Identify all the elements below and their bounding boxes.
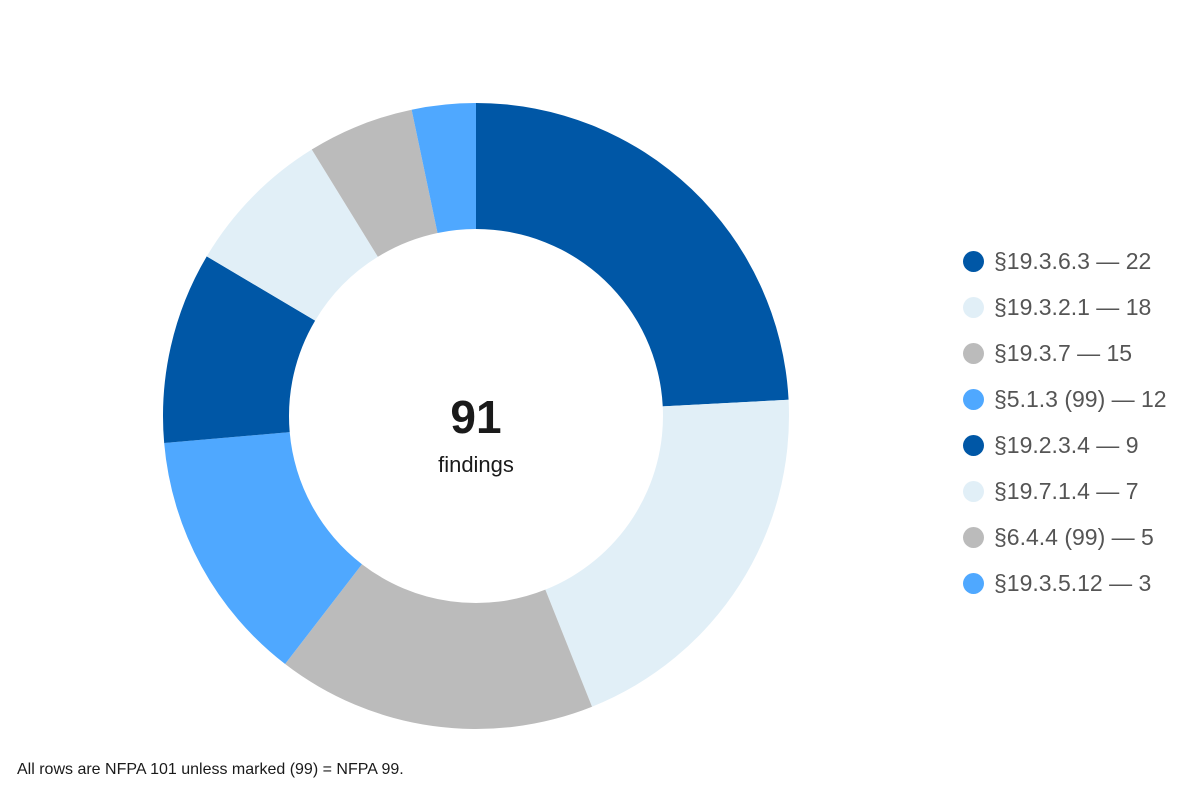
donut-slice-3	[285, 564, 593, 729]
legend-swatch	[963, 296, 984, 318]
donut-slice-7	[311, 109, 438, 257]
legend-swatch	[963, 342, 984, 364]
legend-item-6: §19.7.1.4 — 7	[963, 468, 1167, 514]
donut-slice-4	[164, 432, 362, 665]
legend-label: §5.1.3 (99) — 12	[994, 385, 1167, 412]
legend-label: §19.2.3.4 — 9	[994, 431, 1139, 458]
legend-item-4: §5.1.3 (99) — 12	[963, 376, 1167, 422]
donut-slice-8	[411, 103, 476, 233]
center-label: findings	[438, 452, 514, 477]
center-total: 91	[450, 391, 501, 443]
legend: §19.3.6.3 — 22 §19.3.2.1 — 18 §19.3.7 — 15…	[963, 238, 1167, 606]
donut-slices	[162, 103, 790, 729]
legend-swatch	[963, 526, 984, 548]
legend-item-7: §6.4.4 (99) — 5	[963, 514, 1167, 560]
legend-item-8: §19.3.5.12 — 3	[963, 560, 1167, 606]
legend-label: §19.3.6.3 — 22	[994, 247, 1152, 274]
donut-slice-2	[545, 399, 790, 707]
legend-swatch	[963, 572, 984, 594]
legend-swatch	[963, 434, 984, 456]
legend-item-1: §19.3.6.3 — 22	[963, 238, 1167, 284]
donut-slice-5	[162, 256, 316, 443]
legend-swatch	[963, 250, 984, 272]
legend-label: §19.7.1.4 — 7	[994, 477, 1139, 504]
legend-item-2: §19.3.2.1 — 18	[963, 284, 1167, 330]
legend-swatch	[963, 480, 984, 502]
legend-label: §19.3.2.1 — 18	[994, 293, 1152, 320]
legend-label: §19.3.5.12 — 3	[994, 569, 1152, 596]
donut-slice-6	[206, 149, 378, 321]
legend-item-3: §19.3.7 — 15	[963, 330, 1167, 376]
donut-slice-1	[476, 103, 789, 407]
footnote: All rows are NFPA 101 unless marked (99)…	[17, 761, 404, 778]
legend-label: §6.4.4 (99) — 5	[994, 523, 1154, 550]
legend-item-5: §19.2.3.4 — 9	[963, 422, 1167, 468]
legend-swatch	[963, 388, 984, 410]
legend-label: §19.3.7 — 15	[994, 339, 1133, 366]
